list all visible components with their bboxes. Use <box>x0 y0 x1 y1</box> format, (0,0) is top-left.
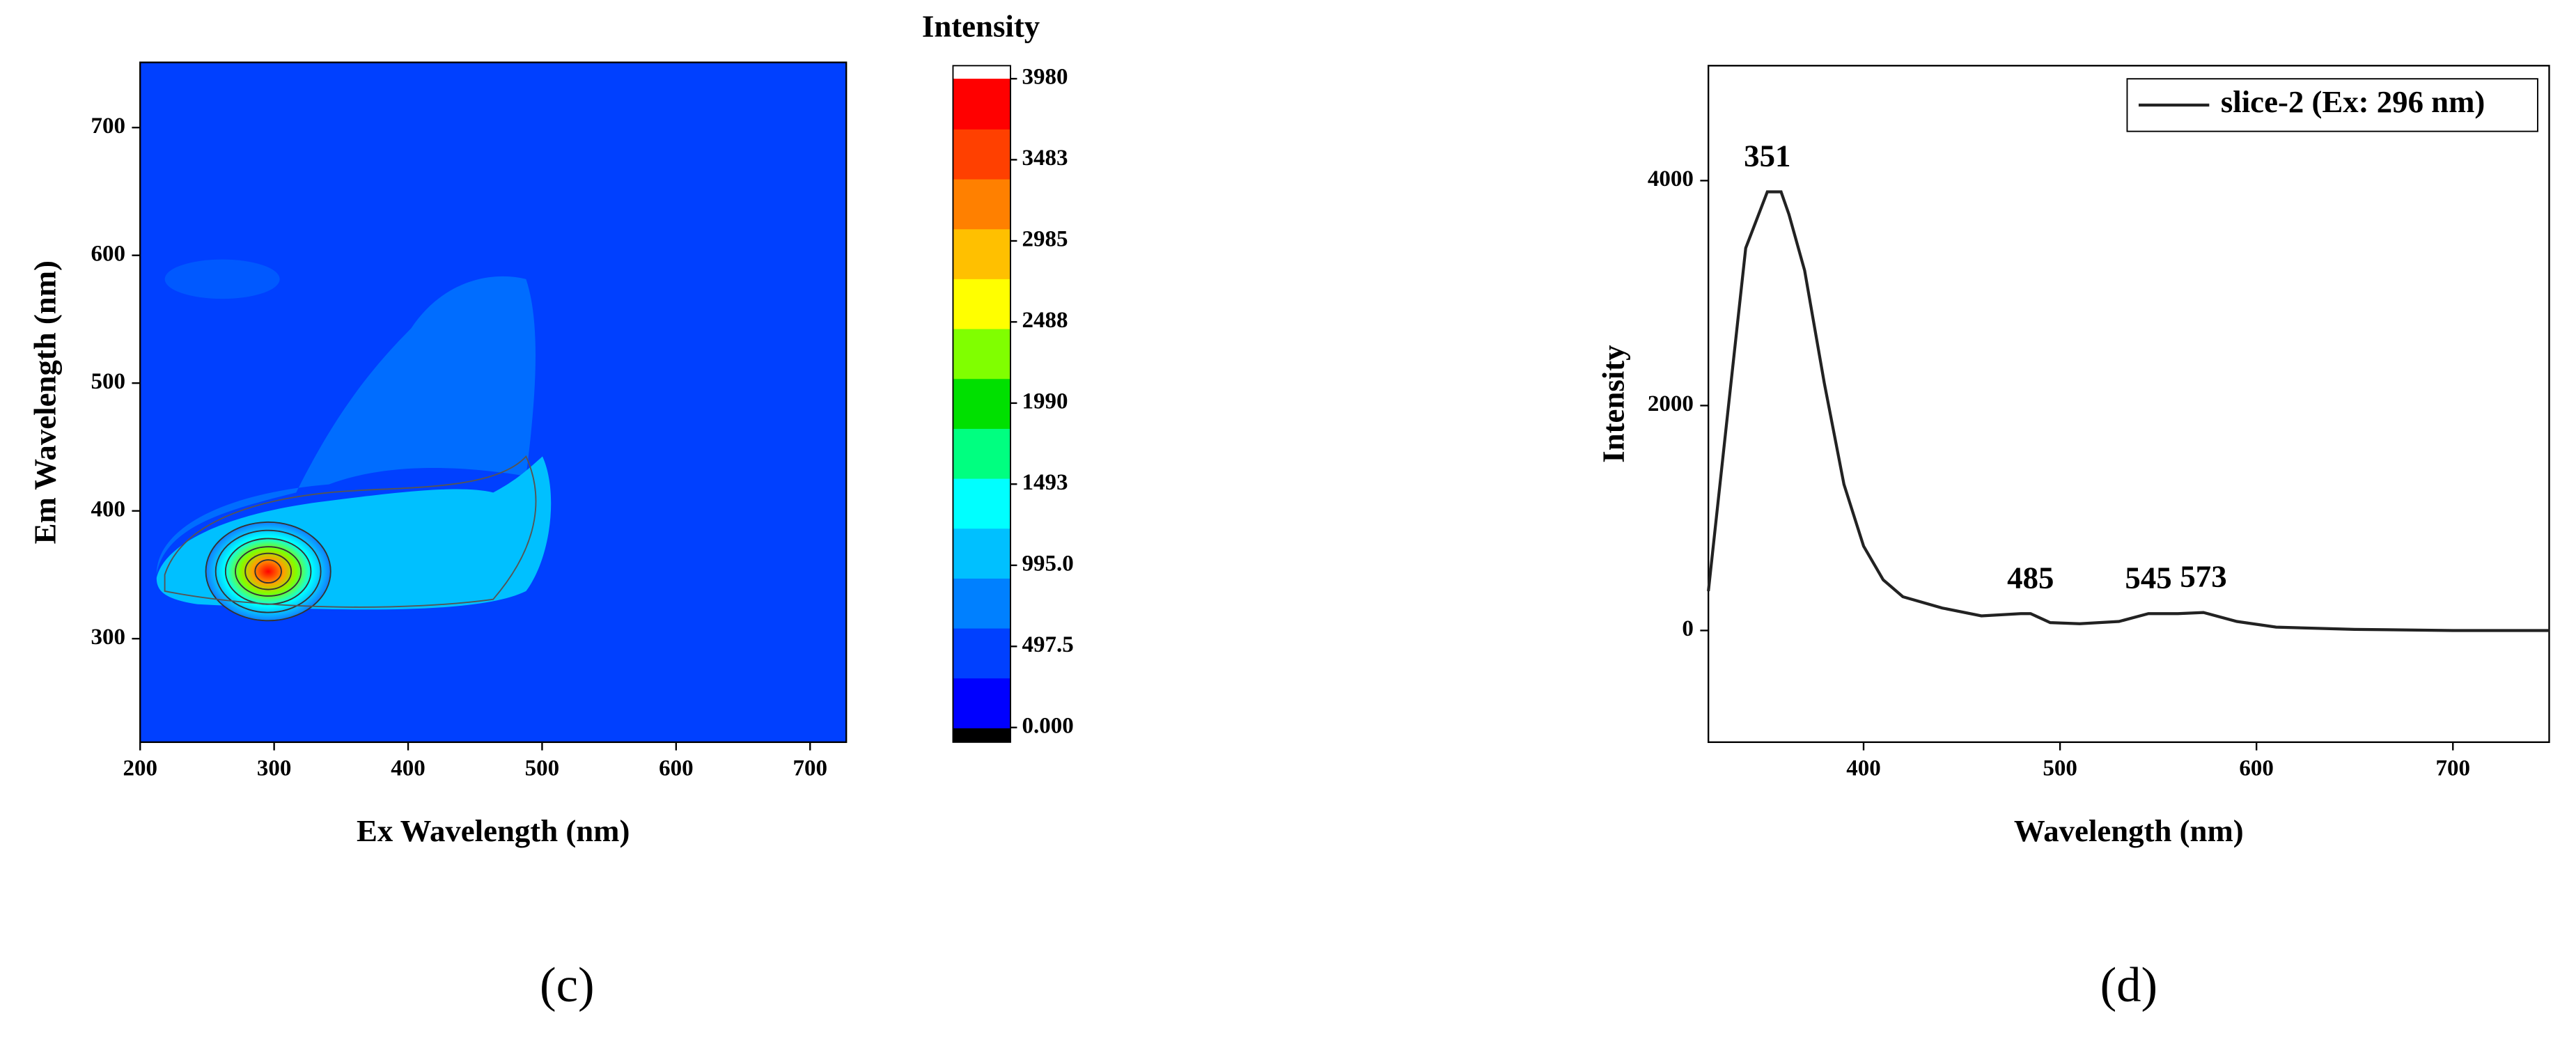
peak-label: 545 <box>2125 560 2171 595</box>
colorbar-tick-label: 2985 <box>1022 227 1068 252</box>
x-tick-label: 400 <box>1846 756 1881 781</box>
colorbar-segment <box>953 128 1010 180</box>
x-tick-label: 700 <box>2436 756 2471 781</box>
x-tick-label: 600 <box>2239 756 2273 781</box>
colorbar-segment <box>953 228 1010 279</box>
x-tick-label: 200 <box>123 756 157 781</box>
colorbar-under <box>953 727 1010 742</box>
colorbar-tick-label: 3483 <box>1022 146 1068 171</box>
colorbar-tick-label: 1990 <box>1022 389 1068 414</box>
y-tick-label: 0 <box>1682 616 1694 641</box>
contour-region <box>164 259 280 299</box>
x-tick-label: 500 <box>525 756 560 781</box>
y-axis-title: Intensity <box>1595 345 1630 462</box>
colorbar-tick-label: 995.0 <box>1022 551 1073 576</box>
caption: (d) <box>2100 958 2157 1012</box>
x-tick-label: 700 <box>793 756 827 781</box>
colorbar-segment <box>953 328 1010 379</box>
contour-region <box>156 276 536 575</box>
colorbar-tick-label: 3980 <box>1022 65 1068 90</box>
colorbar-title: Intensity <box>922 9 1040 44</box>
colorbar-segment <box>953 428 1010 479</box>
line-series <box>1707 190 2550 632</box>
x-axis-title: Ex Wavelength (nm) <box>357 813 630 848</box>
y-tick-label: 700 <box>91 114 126 139</box>
x-axis-title: Wavelength (nm) <box>2014 813 2244 848</box>
contour-line <box>244 552 292 590</box>
colorbar-tick-label: 0.000 <box>1022 713 1073 738</box>
contour-line <box>214 529 322 613</box>
y-tick-label: 500 <box>91 369 126 394</box>
y-tick-label: 600 <box>91 241 126 266</box>
x-tick-label: 300 <box>257 756 292 781</box>
caption: (c) <box>540 958 595 1012</box>
colorbar-segment <box>953 79 1010 130</box>
plot-frame <box>1707 65 2550 744</box>
colorbar-segment <box>953 178 1010 230</box>
colorbar-segment <box>953 678 1010 728</box>
x-tick-label: 600 <box>659 756 694 781</box>
contour-line <box>164 455 537 608</box>
colorbar-segment <box>953 528 1010 579</box>
peak-label: 351 <box>1744 139 1790 173</box>
colorbar-tick-label: 1493 <box>1022 470 1068 495</box>
colorbar-over <box>953 65 1010 79</box>
y-tick-label: 300 <box>91 625 126 650</box>
plot-frame <box>139 61 848 744</box>
colorbar-segment <box>953 577 1010 629</box>
colorbar-tick-label: 497.5 <box>1022 632 1073 657</box>
peak-label: 573 <box>2180 559 2226 594</box>
x-tick-label: 500 <box>2043 756 2077 781</box>
colorbar-segment <box>953 627 1010 679</box>
y-axis-title: Em Wavelength (nm) <box>27 260 62 544</box>
y-tick-label: 400 <box>91 496 126 522</box>
peak-label: 485 <box>2007 560 2054 595</box>
x-tick-label: 400 <box>391 756 426 781</box>
colorbar-segment <box>953 378 1010 429</box>
y-tick-label: 2000 <box>1648 391 1694 416</box>
contour-line <box>235 546 302 597</box>
colorbar-tick-label: 2488 <box>1022 308 1068 333</box>
contour-shapes <box>156 259 552 622</box>
colorbar-segment <box>953 478 1010 529</box>
contour-line <box>205 521 331 622</box>
contour-peak <box>205 522 331 621</box>
colorbar-segment <box>953 278 1010 329</box>
y-tick-label: 4000 <box>1648 166 1694 191</box>
legend-label: slice-2 (Ex: 296 nm) <box>2221 84 2485 119</box>
contour-line <box>254 559 282 584</box>
